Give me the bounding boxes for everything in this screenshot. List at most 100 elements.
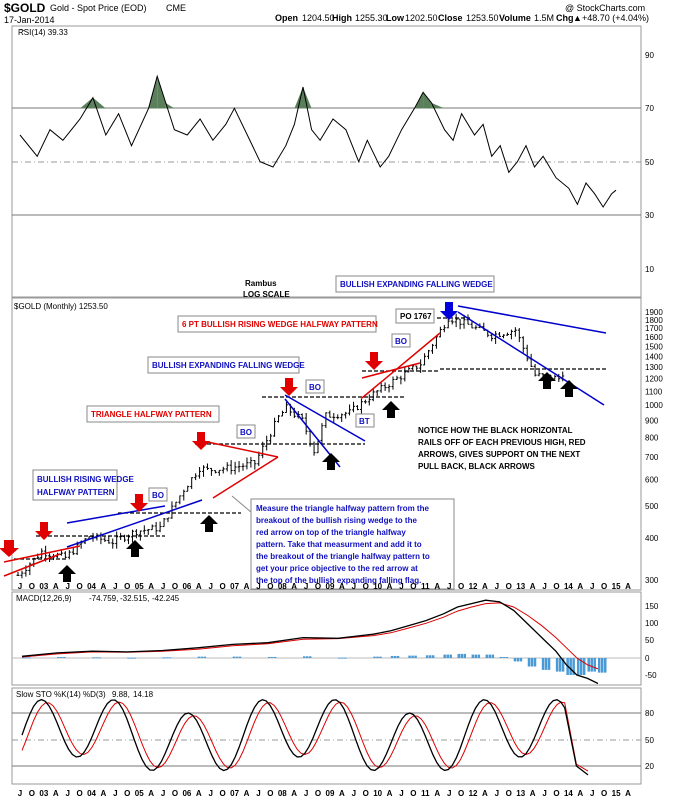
- rising-wedge-bottom: [361, 332, 441, 399]
- open-value: 1204.50: [302, 13, 335, 23]
- open-label: Open: [275, 13, 298, 23]
- x-tick-label: 12: [469, 582, 478, 591]
- red-line-1: [3, 545, 81, 563]
- x-tick-label: A: [482, 582, 488, 591]
- po-arrow: [440, 302, 458, 320]
- x-tick-label: O: [553, 582, 559, 591]
- rsi-tick-10: 10: [645, 265, 654, 274]
- rsi-overbought-fill: [431, 103, 445, 109]
- macd-hist-bar: [477, 654, 481, 658]
- macd-hist-bar: [408, 655, 411, 658]
- notice-line-3: ARROWS, GIVES SUPPORT ON THE NEXT: [418, 450, 580, 459]
- rsi-tick-90: 90: [645, 51, 654, 60]
- macd-hist-bar: [547, 658, 551, 670]
- macd-hist-bar: [338, 657, 341, 659]
- x-tick-label: A: [387, 582, 393, 591]
- close-label: Close: [438, 13, 463, 23]
- x-tick-label: A: [291, 582, 297, 591]
- x-tick-label: J: [65, 789, 69, 798]
- macd-hist-bar: [344, 657, 347, 659]
- red-arrow-icon: [130, 494, 148, 512]
- x-tick-label: J: [65, 582, 69, 591]
- macd-tick-neg50: -50: [645, 671, 657, 680]
- box-falling-wedge-1: [147, 356, 300, 374]
- macd-hist-bar: [579, 658, 583, 675]
- rsi-label: RSI(14) 39.33: [18, 28, 68, 37]
- price-tick: 1500: [645, 342, 663, 351]
- measure-line-6: get your price objective to the red arro…: [256, 564, 418, 573]
- macd-hist-bar: [499, 656, 503, 658]
- red-arrow-icon: [280, 378, 298, 396]
- macd-hist-bar: [390, 655, 394, 658]
- label-rising-wedge-6pt: 6 PT BULLISH RISING WEDGE HALFWAY PATTER…: [182, 320, 378, 329]
- x-tick-label: 07: [230, 789, 239, 798]
- falling-wedge-1-top: [284, 394, 366, 442]
- label-bo: BO: [152, 491, 164, 500]
- macd-hist-bar: [232, 656, 236, 658]
- x-tick-label: A: [339, 789, 345, 798]
- sto-tick-50: 50: [645, 736, 654, 745]
- x-tick-label: A: [625, 582, 631, 591]
- x-tick-label: 14: [564, 582, 573, 591]
- macd-hist-bar: [95, 657, 98, 659]
- rsi-series-line: [19, 74, 617, 208]
- red-arrow-icon: [192, 432, 210, 450]
- x-tick-label: O: [363, 789, 369, 798]
- macd-hist-bar: [165, 657, 168, 659]
- price-tick: 1300: [645, 363, 663, 372]
- x-tick-label: 05: [135, 789, 144, 798]
- macd-hist-bar: [485, 654, 489, 658]
- x-tick-label: 06: [182, 582, 191, 591]
- x-tick-label: O: [172, 582, 178, 591]
- label-rising-wedge-2: HALFWAY PATTERN: [37, 488, 115, 497]
- macd-hist-bar: [561, 658, 565, 672]
- macd-hist-bar: [376, 656, 379, 658]
- x-tick-label: A: [244, 582, 250, 591]
- x-tick-label: 11: [421, 582, 430, 591]
- macd-hist-bar: [457, 653, 461, 658]
- price-tick: 1900: [645, 308, 663, 317]
- x-tick-label: A: [244, 789, 250, 798]
- macd-hist-bar: [474, 654, 478, 658]
- macd-value-2: -32.515,: [120, 594, 149, 603]
- x-tick-label: J: [209, 582, 213, 591]
- x-tick-label: O: [458, 582, 464, 591]
- price-tick: 900: [645, 416, 659, 425]
- measure-line-2: breakout of the bullish rising wedge to …: [256, 516, 417, 525]
- x-tick-label: A: [577, 789, 583, 798]
- x-tick-label: 03: [39, 582, 48, 591]
- black-arrow-icon: [126, 540, 144, 557]
- macd-hist-bar: [463, 653, 467, 658]
- x-tick-label: A: [339, 582, 345, 591]
- macd-hist-bar: [127, 657, 130, 659]
- macd-hist-bar: [519, 658, 523, 662]
- measure-line-3: red arrow on top of the triangle halfway: [256, 528, 406, 537]
- box-bo-2: [236, 424, 256, 439]
- macd-hist-bar: [431, 655, 435, 658]
- pattern-lines: [3, 305, 607, 577]
- x-tick-label: O: [506, 789, 512, 798]
- x-tick-label: 11: [421, 789, 430, 798]
- macd-hist-bar: [393, 655, 397, 658]
- macd-hist-bar: [527, 658, 531, 667]
- x-tick-label: A: [434, 582, 440, 591]
- macd-hist-bar: [516, 658, 520, 662]
- macd-hist-bar: [28, 657, 31, 659]
- blue-arrow-icon: [440, 302, 458, 320]
- x-tick-label: 04: [87, 582, 96, 591]
- box-falling-wedge-2: [335, 275, 495, 293]
- label-falling-wedge-2: BULLISH EXPANDING FALLING WEDGE: [340, 280, 493, 289]
- macd-hist-bar: [491, 654, 495, 658]
- x-tick-label: A: [530, 582, 536, 591]
- macd-hist-bar: [168, 657, 171, 659]
- x-tick-label: A: [101, 582, 107, 591]
- macd-hist-bar: [133, 657, 136, 659]
- x-tick-label: 09: [326, 789, 335, 798]
- sto-label: Slow STO %K(14) %D(3): [16, 690, 106, 699]
- label-rising-wedge-1: BULLISH RISING WEDGE: [37, 475, 135, 484]
- x-tick-label: 15: [612, 582, 621, 591]
- macd-hist-bar: [604, 658, 607, 673]
- price-tick: 1400: [645, 352, 663, 361]
- x-tick-label: J: [495, 582, 499, 591]
- rsi-icon: ~: [20, 26, 25, 35]
